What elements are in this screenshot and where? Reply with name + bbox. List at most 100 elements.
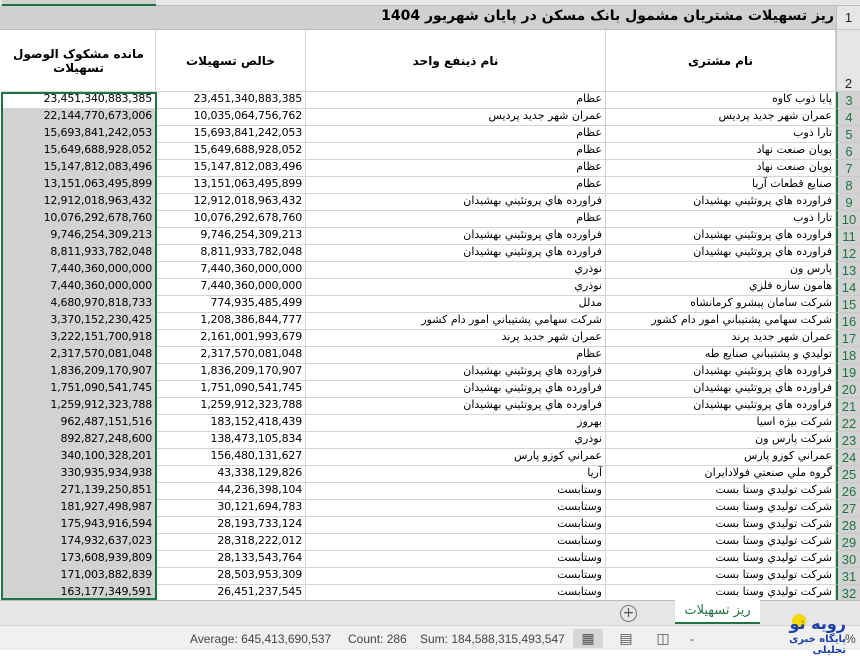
- row-header[interactable]: 24: [836, 449, 860, 466]
- doubtful-cell[interactable]: 181,927,498,987: [2, 500, 156, 517]
- beneficiary-cell[interactable]: شركت سهامي پشتيباني امور دام كشور: [306, 313, 606, 330]
- beneficiary-cell[interactable]: نوذري: [306, 279, 606, 296]
- customer-cell[interactable]: گروه ملي صنعتي فولادايران: [606, 466, 836, 483]
- row-header[interactable]: 3: [836, 92, 860, 109]
- doubtful-cell[interactable]: 1,751,090,541,745: [2, 381, 156, 398]
- customer-cell[interactable]: شركت بيژه اسيا: [606, 415, 836, 432]
- spreadsheet-grid[interactable]: ریز تسهیلات مشتریان مشمول بانک مسکن در پ…: [0, 0, 860, 600]
- selected-column-header[interactable]: [2, 0, 156, 6]
- row-header[interactable]: 21: [836, 398, 860, 415]
- customer-cell[interactable]: فراورده هاي پروتئيني بهشيدان: [606, 228, 836, 245]
- customer-cell[interactable]: شركت توليدي وستا بست: [606, 483, 836, 500]
- net-cell[interactable]: 8,811,933,782,048: [156, 245, 306, 262]
- row-header[interactable]: 31: [836, 568, 860, 585]
- beneficiary-cell[interactable]: وستابست: [306, 568, 606, 585]
- doubtful-cell[interactable]: 23,451,340,883,385: [2, 92, 156, 109]
- row-header[interactable]: 15: [836, 296, 860, 313]
- net-cell[interactable]: 2,317,570,081,048: [156, 347, 306, 364]
- net-cell[interactable]: 28,503,953,309: [156, 568, 306, 585]
- beneficiary-cell[interactable]: فراورده هاي پروتئيني بهشيدان: [306, 398, 606, 415]
- beneficiary-cell[interactable]: عمران شهر جدید پردیس: [306, 109, 606, 126]
- customer-cell[interactable]: شركت سامان پيشرو كرمانشاه: [606, 296, 836, 313]
- beneficiary-cell[interactable]: وستابست: [306, 483, 606, 500]
- customer-cell[interactable]: شركت توليدي وستا بست: [606, 568, 836, 585]
- doubtful-cell[interactable]: 7,440,360,000,000: [2, 262, 156, 279]
- net-cell[interactable]: 26,451,237,545: [156, 585, 306, 600]
- doubtful-cell[interactable]: 330,935,934,938: [2, 466, 156, 483]
- customer-cell[interactable]: پویان صنعت نهاد: [606, 143, 836, 160]
- customer-cell[interactable]: شركت توليدي وستا بست: [606, 500, 836, 517]
- page-layout-icon[interactable]: ▤: [619, 630, 633, 646]
- beneficiary-cell[interactable]: مدلل: [306, 296, 606, 313]
- row-header[interactable]: 22: [836, 415, 860, 432]
- customer-cell[interactable]: فراورده هاي پروتئيني بهشيدان: [606, 194, 836, 211]
- beneficiary-cell[interactable]: عظام: [306, 347, 606, 364]
- doubtful-cell[interactable]: 271,139,250,851: [2, 483, 156, 500]
- customer-cell[interactable]: شركت توليدي وستا بست: [606, 585, 836, 600]
- zoom-percent[interactable]: %: [845, 632, 856, 646]
- beneficiary-cell[interactable]: عمراني كوزو پارس: [306, 449, 606, 466]
- beneficiary-cell[interactable]: نوذري: [306, 262, 606, 279]
- beneficiary-cell[interactable]: فراورده هاي پروتئيني بهشيدان: [306, 381, 606, 398]
- doubtful-cell[interactable]: 12,912,018,963,432: [2, 194, 156, 211]
- doubtful-cell[interactable]: 171,003,882,839: [2, 568, 156, 585]
- customer-cell[interactable]: شركت پارس ون: [606, 432, 836, 449]
- beneficiary-cell[interactable]: بهروز: [306, 415, 606, 432]
- customer-cell[interactable]: عمران شهر جدید پردیس: [606, 109, 836, 126]
- doubtful-cell[interactable]: 892,827,248,600: [2, 432, 156, 449]
- row-header[interactable]: 13: [836, 262, 860, 279]
- doubtful-cell[interactable]: 3,222,151,700,918: [2, 330, 156, 347]
- customer-cell[interactable]: هامون سازه فلزي: [606, 279, 836, 296]
- net-cell[interactable]: 1,751,090,541,745: [156, 381, 306, 398]
- row-header[interactable]: 12: [836, 245, 860, 262]
- net-cell[interactable]: 15,693,841,242,053: [156, 126, 306, 143]
- net-cell[interactable]: 7,440,360,000,000: [156, 262, 306, 279]
- doubtful-cell[interactable]: 175,943,916,594: [2, 517, 156, 534]
- net-cell[interactable]: 774,935,485,499: [156, 296, 306, 313]
- row-header[interactable]: 6: [836, 143, 860, 160]
- customer-cell[interactable]: توليدي و پشتيباني صنايع طه: [606, 347, 836, 364]
- net-cell[interactable]: 43,338,129,826: [156, 466, 306, 483]
- row-header[interactable]: 27: [836, 500, 860, 517]
- row-header[interactable]: 23: [836, 432, 860, 449]
- net-cell[interactable]: 1,259,912,323,788: [156, 398, 306, 415]
- net-cell[interactable]: 183,152,418,439: [156, 415, 306, 432]
- net-cell[interactable]: 13,151,063,495,899: [156, 177, 306, 194]
- customer-cell[interactable]: فراورده هاي پروتئيني بهشيدان: [606, 381, 836, 398]
- beneficiary-cell[interactable]: آريا: [306, 466, 606, 483]
- doubtful-cell[interactable]: 173,608,939,809: [2, 551, 156, 568]
- net-cell[interactable]: 28,133,543,764: [156, 551, 306, 568]
- net-cell[interactable]: 156,480,131,627: [156, 449, 306, 466]
- row-header[interactable]: 28: [836, 517, 860, 534]
- page-break-preview-icon[interactable]: ◫: [656, 630, 670, 646]
- net-cell[interactable]: 30,121,694,783: [156, 500, 306, 517]
- doubtful-cell[interactable]: 2,317,570,081,048: [2, 347, 156, 364]
- net-cell[interactable]: 9,746,254,309,213: [156, 228, 306, 245]
- row-header[interactable]: 29: [836, 534, 860, 551]
- beneficiary-cell[interactable]: فراورده هاي پروتئيني بهشيدان: [306, 228, 606, 245]
- row-header[interactable]: 1: [836, 6, 860, 30]
- row-header[interactable]: 26: [836, 483, 860, 500]
- customer-cell[interactable]: صنایع قطعات آریا: [606, 177, 836, 194]
- doubtful-cell[interactable]: 8,811,933,782,048: [2, 245, 156, 262]
- beneficiary-cell[interactable]: عظام: [306, 177, 606, 194]
- doubtful-cell[interactable]: 15,693,841,242,053: [2, 126, 156, 143]
- row-header[interactable]: 10: [836, 211, 860, 228]
- beneficiary-cell[interactable]: عظام: [306, 211, 606, 228]
- row-header[interactable]: 4: [836, 109, 860, 126]
- net-cell[interactable]: 44,236,398,104: [156, 483, 306, 500]
- row-header[interactable]: 18: [836, 347, 860, 364]
- customer-cell[interactable]: تارا ذوب: [606, 211, 836, 228]
- customer-cell[interactable]: پارس ون: [606, 262, 836, 279]
- doubtful-cell[interactable]: 1,259,912,323,788: [2, 398, 156, 415]
- doubtful-cell[interactable]: 13,151,063,495,899: [2, 177, 156, 194]
- customer-cell[interactable]: پویان صنعت نهاد: [606, 160, 836, 177]
- beneficiary-cell[interactable]: فراورده هاي پروتئيني بهشيدان: [306, 194, 606, 211]
- row-header[interactable]: 25: [836, 466, 860, 483]
- beneficiary-cell[interactable]: نوذري: [306, 432, 606, 449]
- row-header[interactable]: 11: [836, 228, 860, 245]
- beneficiary-cell[interactable]: عمران شهر جديد پرند: [306, 330, 606, 347]
- net-cell[interactable]: 10,076,292,678,760: [156, 211, 306, 228]
- beneficiary-cell[interactable]: وستابست: [306, 500, 606, 517]
- customer-cell[interactable]: تارا ذوب: [606, 126, 836, 143]
